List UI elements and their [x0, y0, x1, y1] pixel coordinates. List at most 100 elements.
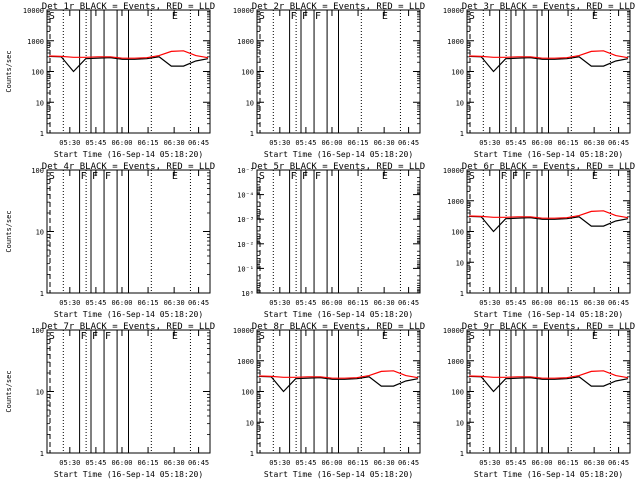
x-tick-label: 06:00 [321, 139, 342, 147]
marker-s: S [259, 11, 265, 22]
marker-e: E [172, 171, 178, 182]
x-axis-title: Start Time (16-Sep-14 05:18:20) [474, 470, 623, 479]
lld-series-line [468, 210, 629, 219]
y-tick-label: 10000 [443, 7, 464, 15]
marker-s: S [259, 331, 265, 342]
x-tick-label: 06:15 [558, 299, 579, 307]
lld-series-line [468, 370, 629, 379]
y-tick-label: 10⁻³ [237, 216, 254, 224]
y-tick-label: 10000 [233, 327, 254, 335]
x-tick-label: 06:15 [348, 139, 369, 147]
x-tick-label: 06:15 [348, 299, 369, 307]
x-axis-title: Start Time (16-Sep-14 05:18:20) [264, 470, 413, 479]
x-tick-label: 06:45 [188, 299, 209, 307]
detector-panel-4: Det 4r BLACK = Events, RED = LLD Counts/s… [5, 162, 215, 319]
marker-e: E [592, 331, 598, 342]
y-tick-label: 100 [451, 69, 464, 77]
detector-panel-2: Det 2r BLACK = Events, RED = LLD Start Ti… [233, 2, 425, 159]
lld-series-line [258, 370, 419, 379]
x-axis-title: Start Time (16-Sep-14 05:18:20) [54, 470, 203, 479]
marker-f: F [81, 331, 87, 342]
x-tick-label: 05:30 [269, 299, 290, 307]
x-tick-label: 05:30 [479, 139, 500, 147]
plot-frame [256, 169, 421, 294]
x-tick-label: 06:30 [164, 459, 185, 467]
x-tick-label: 06:15 [558, 139, 579, 147]
y-tick-label: 100 [451, 229, 464, 237]
x-tick-label: 06:15 [558, 459, 579, 467]
y-tick-label: 10 [456, 259, 464, 267]
x-tick-label: 06:00 [531, 139, 552, 147]
y-tick-label: 10 [246, 99, 254, 107]
y-tick-label: 10000 [443, 167, 464, 175]
plot-frame [46, 9, 211, 134]
plot-frame [466, 329, 631, 454]
x-tick-label: 05:30 [479, 459, 500, 467]
x-tick-label: 06:30 [164, 139, 185, 147]
x-tick-label: 05:45 [505, 299, 526, 307]
x-tick-label: 05:45 [295, 459, 316, 467]
marker-e: E [172, 11, 178, 22]
x-axis-title: Start Time (16-Sep-14 05:18:20) [264, 310, 413, 319]
panel-title: Det 8r BLACK = Events, RED = LLD [252, 322, 425, 332]
x-tick-label: 06:15 [138, 139, 159, 147]
y-tick-label: 10⁻² [237, 241, 254, 249]
y-tick-label: 10 [456, 419, 464, 427]
x-tick-label: 06:30 [374, 459, 395, 467]
plot-frame [256, 9, 421, 134]
panel-title: Det 4r BLACK = Events, RED = LLD [42, 162, 215, 172]
plot-frame [466, 9, 631, 134]
y-tick-label: 1 [460, 130, 464, 138]
y-tick-label: 10⁻¹ [237, 265, 254, 273]
x-tick-label: 06:00 [531, 299, 552, 307]
y-tick-label: 10 [36, 389, 44, 397]
x-tick-label: 05:45 [295, 299, 316, 307]
marker-f: F [291, 11, 297, 22]
marker-e: E [382, 331, 388, 342]
plot-frame [46, 169, 211, 294]
y-tick-label: 1000 [447, 358, 464, 366]
x-axis-title: Start Time (16-Sep-14 05:18:20) [54, 150, 203, 159]
x-tick-label: 06:30 [374, 139, 395, 147]
x-tick-label: 06:00 [321, 299, 342, 307]
detector-panel-5: Det 5r BLACK = Events, RED = LLD Start Ti… [237, 162, 425, 319]
y-tick-label: 1 [40, 290, 44, 298]
x-axis-title: Start Time (16-Sep-14 05:18:20) [54, 310, 203, 319]
y-tick-label: 10 [36, 229, 44, 237]
x-axis-title: Start Time (16-Sep-14 05:18:20) [264, 150, 413, 159]
x-tick-label: 06:30 [584, 139, 605, 147]
x-tick-label: 06:15 [348, 459, 369, 467]
y-tick-label: 1000 [237, 38, 254, 46]
detector-panel-7: Det 7r BLACK = Events, RED = LLD Counts/s… [5, 322, 215, 479]
x-tick-label: 06:45 [608, 459, 629, 467]
marker-f: F [81, 171, 87, 182]
lld-series-line [48, 50, 209, 59]
marker-e: E [592, 171, 598, 182]
y-tick-label: 100 [31, 327, 44, 335]
x-tick-label: 05:30 [479, 299, 500, 307]
marker-s: S [469, 11, 475, 22]
lld-series-line [468, 50, 629, 59]
plot-frame [46, 329, 211, 454]
x-tick-label: 05:30 [59, 459, 80, 467]
y-tick-label: 1000 [447, 38, 464, 46]
marker-s: S [49, 331, 55, 342]
x-tick-label: 06:15 [138, 299, 159, 307]
y-tick-label: 1 [40, 450, 44, 458]
y-tick-label: 10⁰ [241, 290, 254, 298]
y-tick-label: 10⁻⁴ [237, 192, 254, 200]
plot-frame [256, 329, 421, 454]
x-tick-label: 06:45 [398, 139, 419, 147]
marker-s: S [49, 171, 55, 182]
x-tick-label: 05:45 [505, 459, 526, 467]
x-tick-label: 05:30 [269, 139, 290, 147]
detector-panel-9: Det 9r BLACK = Events, RED = LLD Start Ti… [443, 322, 635, 479]
y-tick-label: 10⁻⁵ [237, 167, 254, 175]
x-tick-label: 06:00 [531, 459, 552, 467]
y-tick-label: 1 [250, 450, 254, 458]
y-tick-label: 100 [241, 69, 254, 77]
panel-title: Det 2r BLACK = Events, RED = LLD [252, 2, 425, 12]
marker-f: F [291, 171, 297, 182]
marker-f: F [525, 171, 531, 182]
events-series-line [48, 55, 209, 73]
